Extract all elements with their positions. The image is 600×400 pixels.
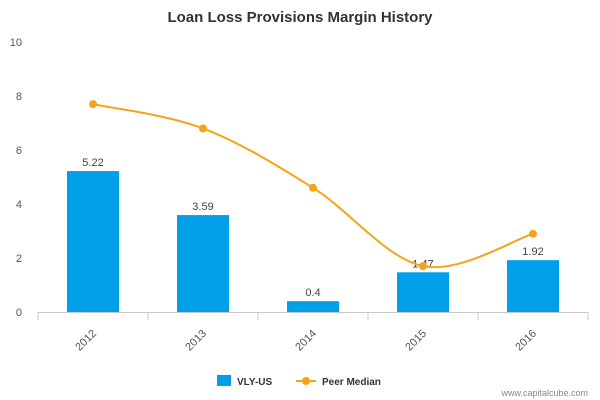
bar [397, 272, 449, 312]
line-point [529, 229, 537, 238]
bar [287, 301, 339, 312]
chart-title: Loan Loss Provisions Margin History [167, 9, 433, 26]
y-tick-label: 8 [16, 91, 22, 103]
bar [67, 171, 119, 312]
data-label: 5.22 [82, 157, 103, 169]
legend-label: VLY-US [237, 377, 273, 388]
x-tick-label: 2016 [513, 328, 539, 354]
line-series [89, 100, 537, 271]
data-label: 1.92 [522, 246, 543, 258]
line-point [419, 262, 427, 271]
x-tick-label: 2014 [293, 328, 319, 354]
legend-label: Peer Median [322, 377, 381, 388]
line-point [309, 183, 317, 192]
y-tick-label: 10 [10, 37, 22, 49]
y-tick-label: 4 [16, 199, 22, 211]
x-axis: 2012 2013 2014 2015 2016 [37, 312, 589, 354]
data-label: 3.59 [192, 201, 213, 213]
y-axis: 0 2 4 6 8 10 [10, 37, 22, 319]
bar [177, 215, 229, 312]
x-tick-label: 2012 [73, 328, 99, 354]
bar [507, 260, 559, 312]
x-tick-label: 2015 [403, 328, 429, 354]
legend-swatch-marker [302, 377, 310, 385]
legend-swatch-bar [217, 375, 231, 386]
y-tick-label: 6 [16, 145, 22, 157]
data-label: 0.4 [305, 287, 320, 299]
credit-text: www.capitalcube.com [500, 388, 588, 398]
line-point [199, 124, 207, 133]
x-tick-label: 2013 [183, 328, 209, 354]
bar-series: 5.223.590.41.471.92 [67, 157, 559, 312]
line-point [89, 100, 97, 109]
y-tick-label: 0 [16, 307, 22, 319]
y-tick-label: 2 [16, 253, 22, 265]
legend: VLY-US Peer Median [217, 375, 381, 388]
